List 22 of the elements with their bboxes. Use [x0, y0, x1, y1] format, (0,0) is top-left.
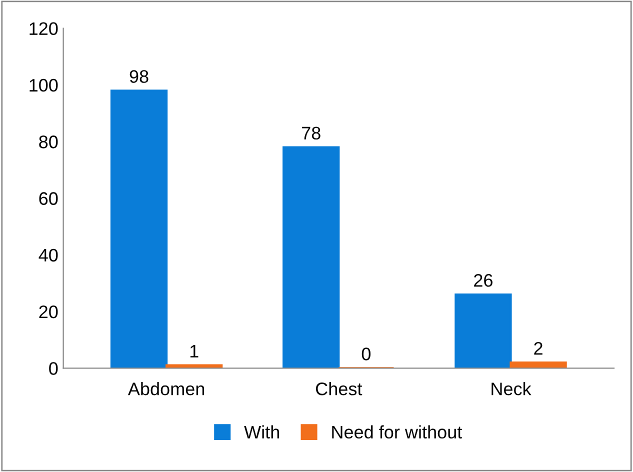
y-tick-label: 20 [39, 305, 58, 318]
data-label: 78 [302, 126, 320, 140]
bar [282, 146, 340, 368]
bar [454, 293, 512, 368]
bar [110, 90, 168, 368]
data-label: 1 [190, 344, 198, 358]
x-tick-label: Chest [316, 382, 362, 396]
y-tick-label: 80 [39, 136, 58, 148]
x-tick-label: Neck [492, 382, 532, 396]
y-tick-label: 60 [39, 192, 58, 205]
y-tick-label: 100 [30, 78, 58, 92]
data-label: 26 [474, 274, 492, 287]
x-tick-label: Abdomen [128, 382, 204, 396]
bar [510, 361, 567, 368]
data-label: 0 [362, 348, 371, 360]
y-tick-label: 40 [38, 248, 58, 262]
data-label: 98 [130, 70, 148, 83]
y-tick-label: 0 [49, 362, 58, 375]
y-tick-label: 120 [30, 22, 58, 36]
legend-label: Need for without [332, 425, 462, 439]
data-label: 2 [534, 342, 542, 355]
legend-label: With [244, 425, 279, 439]
